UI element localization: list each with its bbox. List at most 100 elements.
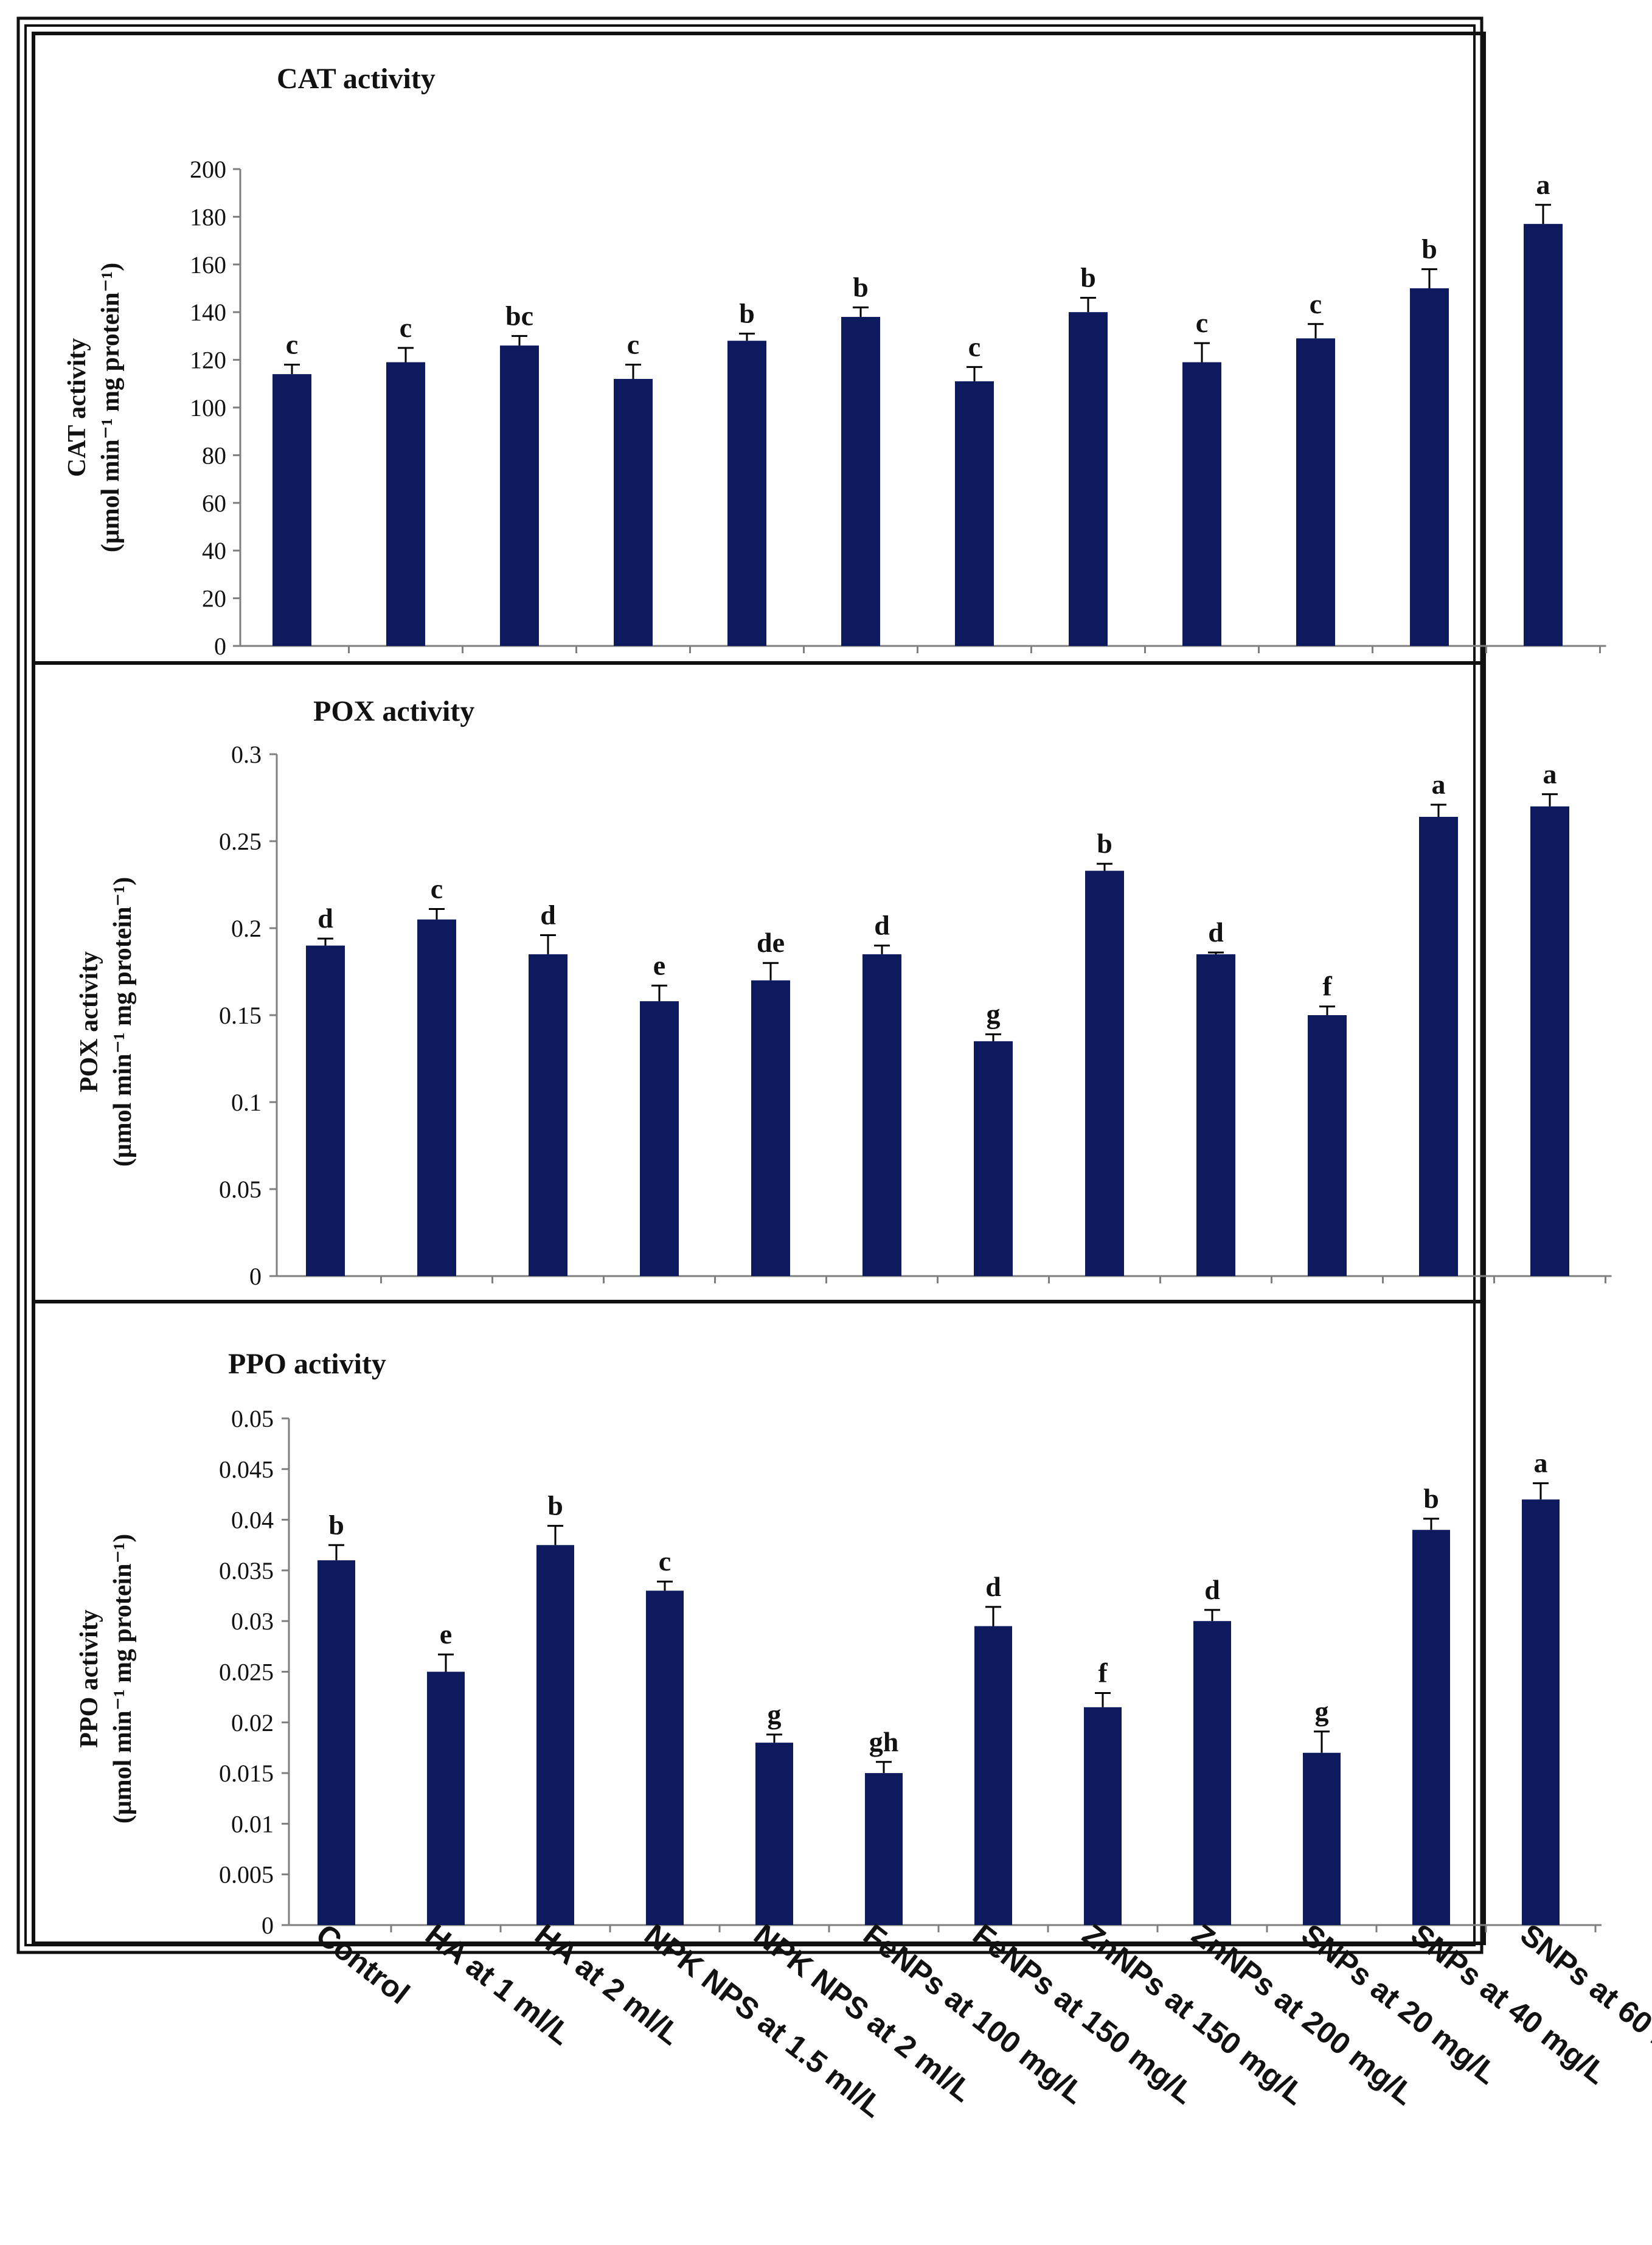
error-bar	[853, 306, 869, 317]
bar	[751, 980, 790, 1276]
y-tick-label: 180	[190, 203, 226, 231]
y-tick-label: 0.03	[231, 1608, 274, 1635]
error-bar	[1080, 297, 1096, 313]
significance-letter: b	[853, 271, 869, 302]
bar	[646, 1591, 684, 1925]
significance-letter: d	[318, 903, 333, 934]
outer-frame	[16, 16, 1484, 1954]
significance-letter: d	[540, 899, 556, 930]
significance-letter: e	[653, 949, 665, 980]
y-tick-label: 0.1	[231, 1089, 262, 1116]
y-tick-label: 0	[214, 633, 226, 660]
significance-letter: a	[1543, 758, 1557, 789]
bar	[955, 381, 994, 646]
significance-letter: g	[987, 998, 1001, 1029]
bar	[306, 945, 345, 1276]
y-tick-label: 0.2	[231, 915, 262, 942]
bar	[974, 1626, 1012, 1925]
significance-letter: c	[968, 331, 980, 362]
error-bar	[874, 945, 890, 954]
error-bar	[318, 937, 333, 946]
bar	[427, 1671, 465, 1925]
significance-letter: f	[1322, 971, 1332, 1002]
significance-letter: b	[739, 297, 755, 328]
error-bar	[1542, 793, 1558, 807]
error-bar	[651, 984, 667, 1002]
error-bar	[766, 1733, 782, 1743]
significance-letter: d	[1208, 917, 1224, 948]
bar	[640, 1001, 679, 1276]
error-bar	[1308, 323, 1324, 339]
error-bar	[1314, 1730, 1330, 1753]
y-tick-label: 120	[190, 347, 226, 374]
significance-letter: b	[547, 1490, 563, 1521]
significance-letter: g	[768, 1699, 782, 1730]
y-tick-label: 40	[202, 537, 226, 564]
significance-letter: gh	[869, 1726, 899, 1757]
bar	[1296, 338, 1335, 646]
significance-letter: d	[1204, 1574, 1220, 1605]
y-tick-label: 0.005	[219, 1861, 274, 1889]
chart-title: PPO activity	[228, 1348, 386, 1380]
error-bar	[876, 1761, 892, 1774]
x-axis	[277, 1275, 1612, 1283]
y-tick-label: 80	[202, 442, 226, 469]
bar	[865, 1773, 903, 1925]
bar-series	[306, 806, 1569, 1276]
bar	[318, 1560, 355, 1925]
error-bar	[1533, 1482, 1549, 1500]
bar	[1530, 806, 1569, 1276]
bar	[417, 919, 456, 1276]
y-tick-label: 20	[202, 585, 226, 612]
bar	[614, 378, 653, 646]
significance-letter: c	[1310, 288, 1322, 319]
y-tick-label: 0.015	[219, 1760, 274, 1787]
bar	[1419, 816, 1458, 1276]
y-axis-label: POX activity	[75, 951, 103, 1092]
category-label: SNPs at 40 mg/L	[1404, 1917, 1613, 2091]
y-axis: 0 20 40 60 80 100 120 140 160 180 200	[190, 156, 241, 660]
significance-letter: b	[1423, 1483, 1439, 1514]
y-tick-label: 0.025	[219, 1659, 274, 1686]
error-bars	[328, 1482, 1549, 1774]
bar	[272, 374, 311, 646]
y-tick-label: 0.05	[231, 1405, 274, 1432]
cat-chart: CAT activity CAT activity (μmol min⁻¹ mg…	[63, 63, 1606, 660]
bar	[1303, 1752, 1341, 1925]
y-tick-label: 0	[262, 1912, 274, 1939]
y-tick-label: 200	[190, 156, 226, 183]
error-bar	[540, 934, 556, 954]
y-tick-label: 0.05	[219, 1176, 262, 1203]
y-axis-label: PPO activity	[75, 1609, 103, 1747]
bar	[536, 1545, 574, 1925]
y-tick-label: 0.01	[231, 1810, 274, 1837]
y-tick-label: 0.035	[219, 1557, 274, 1584]
y-axis-label: CAT activity	[63, 338, 91, 477]
error-bar	[625, 363, 641, 379]
error-bar	[429, 908, 445, 920]
significance-letter: d	[874, 910, 890, 941]
significance-letter: b	[328, 1509, 344, 1540]
bar	[529, 954, 567, 1276]
error-bar	[1319, 1005, 1335, 1015]
bar	[1308, 1015, 1347, 1276]
error-bar	[1421, 268, 1437, 288]
error-bars	[284, 204, 1551, 381]
bar	[1410, 288, 1449, 646]
significance-letter: a	[1536, 169, 1550, 200]
bar	[1084, 1707, 1122, 1925]
y-axis: 0 0.05 0.1 0.15 0.2 0.25 0.3	[219, 741, 278, 1290]
category-label: Control	[310, 1917, 416, 2011]
bar	[1182, 362, 1221, 646]
bar	[1522, 1499, 1560, 1925]
y-tick-label: 160	[190, 251, 226, 279]
bar	[1069, 312, 1108, 646]
significance-letter: de	[757, 927, 785, 958]
error-bar	[1204, 1609, 1220, 1622]
y-tick-label: 0.02	[231, 1709, 274, 1737]
error-bar	[1208, 951, 1224, 954]
significance-letter: bc	[505, 300, 533, 331]
error-bar	[512, 335, 527, 346]
error-bar	[1097, 862, 1112, 871]
